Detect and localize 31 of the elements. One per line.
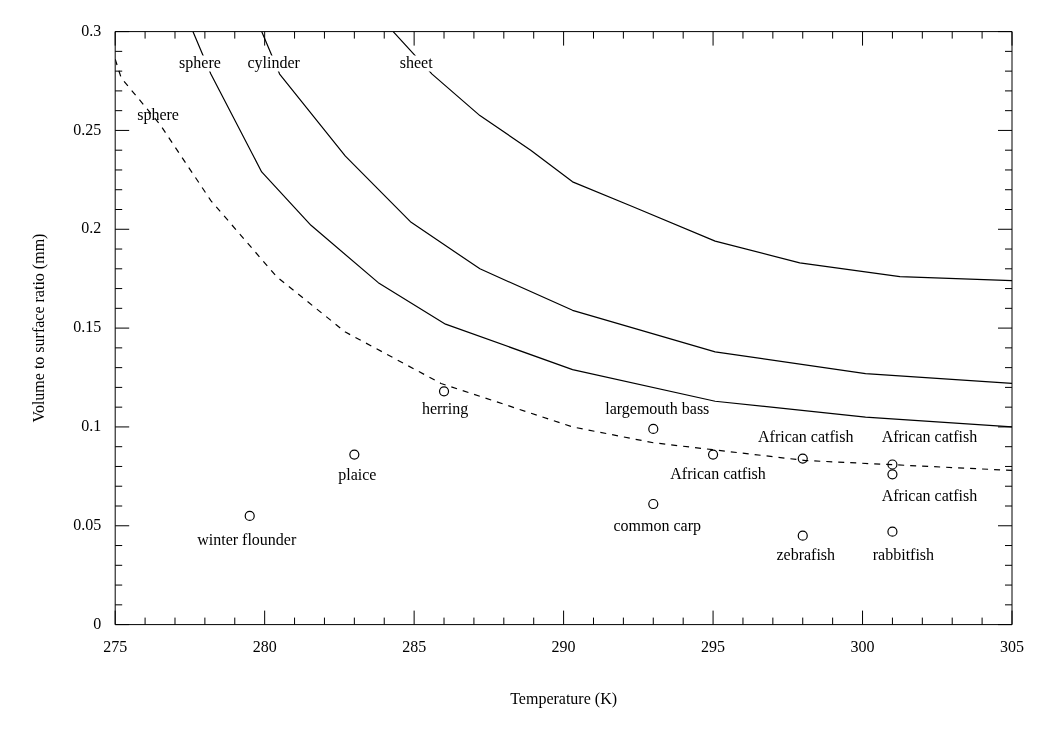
annotation: rabbitfish (872, 545, 935, 563)
y-tick-label: 0 (93, 614, 102, 632)
annotation: winter flounder (197, 531, 297, 549)
annotation: African catfish (881, 427, 978, 445)
annotation: zebrafish (776, 545, 836, 563)
annotation: sphere (179, 53, 221, 72)
annotation: cylinder (247, 53, 301, 72)
y-tick-label: 0.2 (81, 219, 102, 237)
x-tick-label: 300 (850, 638, 875, 656)
x-axis-title: Temperature (K) (510, 689, 618, 708)
annotation: common carp (613, 517, 702, 536)
x-tick-label: 275 (103, 638, 128, 656)
annotation: plaice (338, 465, 377, 484)
annotation: African catfish (670, 464, 766, 482)
x-tick-label: 295 (701, 638, 726, 656)
x-tick-label: 305 (1000, 638, 1024, 656)
y-tick-label: 0.15 (73, 318, 102, 336)
x-tick-label: 285 (402, 638, 427, 656)
y-tick-label: 0.1 (81, 417, 102, 435)
x-tick-label: 280 (252, 638, 277, 656)
annotation: largemouth bass (605, 400, 710, 419)
annotation: sheet (399, 53, 434, 71)
y-tick-label: 0.3 (81, 21, 102, 39)
annotation: African catfish (881, 486, 978, 504)
annotation: African catfish (757, 427, 854, 445)
y-axis-title: Volume to surface ratio (mm) (29, 233, 48, 423)
x-tick-label: 290 (551, 638, 576, 656)
annotation: sphere (137, 105, 179, 124)
y-tick-label: 0.05 (73, 515, 102, 533)
annotation: herring (421, 399, 469, 418)
y-tick-label: 0.25 (73, 120, 102, 138)
